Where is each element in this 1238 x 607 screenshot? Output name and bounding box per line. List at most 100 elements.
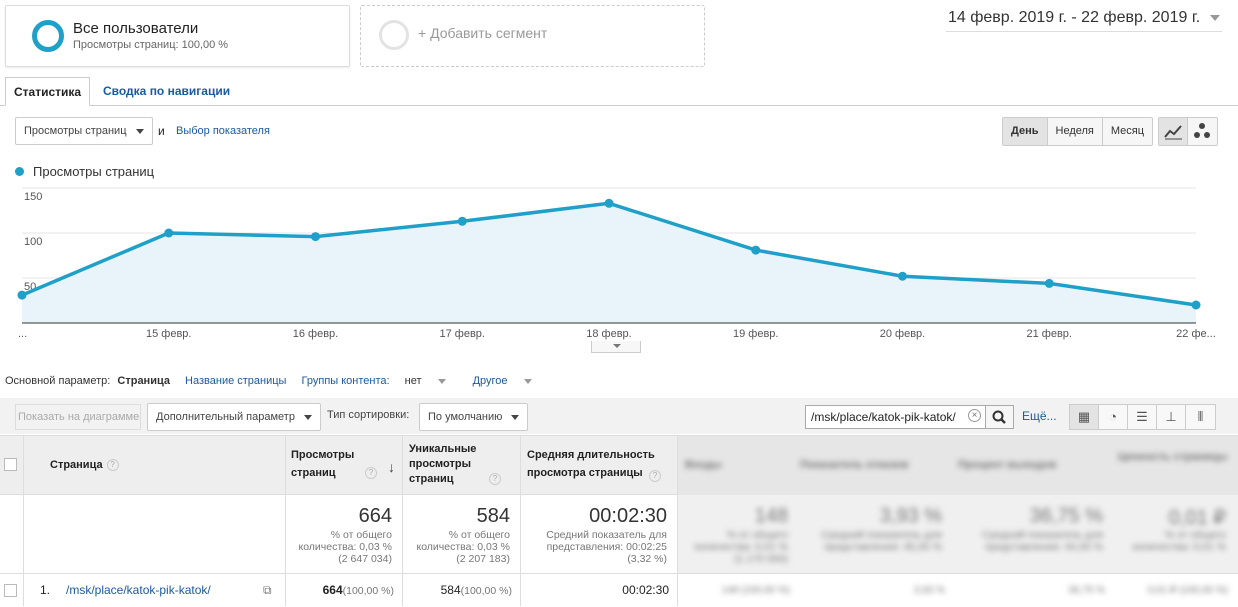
table-search-input[interactable]: /msk/place/katok-pik-katok/ [805, 405, 986, 429]
total-bounce-rate: 3,93 % [879, 505, 942, 527]
metric-dropdown[interactable]: Просмотры страниц [15, 117, 153, 145]
data-point[interactable] [164, 228, 174, 238]
more-link[interactable]: Ещё... [1022, 409, 1057, 423]
data-point[interactable] [898, 271, 907, 281]
segment-all-users[interactable]: Все пользователи Просмотры страниц: 100,… [5, 5, 350, 67]
pivot-view-icon[interactable]: ⦀ [1186, 405, 1215, 429]
total-avg-time: 00:02:30 [589, 505, 667, 527]
primary-dimension-label: Основной параметр: [5, 375, 111, 387]
data-point[interactable] [751, 245, 761, 255]
row-pageviews-pct: (100,00 %) [342, 585, 394, 597]
chevron-down-icon [1210, 14, 1221, 21]
dimension-other-label: Другое [472, 375, 508, 387]
secondary-dimension-dropdown[interactable]: Дополнительный параметр [147, 403, 321, 431]
row-exit-rate: 36,75 % [1068, 585, 1105, 596]
motion-chart-icon[interactable] [1188, 118, 1217, 145]
dimension-other[interactable]: Другое [473, 375, 544, 387]
tab-navigation-summary[interactable]: Сводка по навигации [103, 84, 231, 98]
comparison-view-icon[interactable]: ⊥ [1157, 405, 1186, 429]
search-input-value: /msk/place/katok-pik-katok/ [811, 410, 956, 424]
total-unique-sub: % от общего количества: 0,03 % (2 207 18… [416, 529, 510, 565]
plot-rows-button[interactable]: Показать на диаграмме [15, 404, 141, 430]
totals-row: 664 % от общего количества: 0,03 % (2 64… [0, 495, 1238, 574]
line-chart-icon[interactable] [1159, 118, 1188, 145]
and-label: и [158, 124, 165, 138]
blurred-header-area [678, 436, 1238, 495]
data-point[interactable] [1191, 300, 1201, 310]
clear-search-icon[interactable]: × [968, 409, 981, 422]
help-icon: ? [649, 470, 661, 482]
period-day-button[interactable]: День [1003, 118, 1048, 145]
pie-view-icon[interactable]: ◔ [1099, 405, 1128, 429]
data-point[interactable] [17, 290, 27, 300]
table-view-icon[interactable]: ▦ [1070, 405, 1099, 429]
choose-metric-link[interactable]: Выбор показателя [176, 125, 270, 137]
total-page-value: 0,01 ₽ [1168, 507, 1226, 529]
col-page[interactable]: Страница? [50, 456, 119, 515]
sort-type-label: Тип сортировки: [327, 409, 410, 421]
total-page-value-sub: % от общего количества: 0,01 % [1132, 529, 1226, 553]
col-pageviews[interactable]: Просмотры страниц? ↓ [291, 446, 401, 505]
date-range-picker[interactable]: 14 февр. 2019 г. - 22 февр. 2019 г. [948, 9, 1221, 27]
total-bounce-rate-sub: Средний показатель для представления: 45… [821, 529, 942, 553]
x-tick-label: 21 февр. [1026, 328, 1072, 340]
dimension-page[interactable]: Страница [117, 375, 170, 387]
total-entrances-sub: % от общего количества: 0,01 % (1 170 00… [694, 529, 788, 565]
dimension-content-groups[interactable]: Группы контента: нет [302, 375, 458, 387]
chevron-down-icon [304, 415, 312, 420]
help-icon: ? [489, 473, 501, 486]
col-exit-rate: Процент выходов [958, 459, 1057, 471]
chevron-down-icon [136, 129, 144, 134]
total-avg-time-sub: Средний показатель для представления: 00… [546, 529, 667, 565]
row-page-link[interactable]: /msk/place/katok-pik-katok/ [66, 583, 211, 597]
segment-subtitle: Просмотры страниц: 100,00 % [73, 39, 229, 51]
col-divider [402, 436, 403, 606]
series-area [22, 203, 1196, 323]
col-avg-time[interactable]: Средняя длительность просмотра страницы? [527, 446, 672, 505]
legend-label: Просмотры страниц [33, 164, 155, 179]
data-point[interactable] [1044, 278, 1054, 288]
x-tick-label: 18 февр. [586, 328, 632, 340]
search-button[interactable] [985, 405, 1014, 429]
x-tick-label: 20 февр. [879, 328, 926, 340]
performance-view-icon[interactable]: ☰ [1128, 405, 1157, 429]
data-point[interactable] [604, 198, 614, 208]
sort-type-dropdown[interactable]: По умолчанию [419, 403, 528, 431]
col-divider [677, 436, 678, 606]
row-entrances: 148 (100,00 %) [721, 585, 790, 596]
x-tick-label: 22 фе... [1176, 328, 1216, 340]
col-unique-label: Уникальные просмотры страниц [409, 443, 477, 485]
content-groups-label: Группы контента: [301, 375, 390, 387]
select-all-checkbox[interactable] [4, 458, 17, 471]
add-segment-button[interactable]: + Добавить сегмент [360, 5, 705, 67]
data-point[interactable] [311, 232, 320, 242]
col-pageviews-label: Просмотры страниц [291, 449, 355, 479]
add-segment-label: + Добавить сегмент [418, 25, 548, 41]
tab-statistics[interactable]: Статистика [5, 77, 91, 106]
col-unique-pageviews[interactable]: Уникальные просмотры страниц? [409, 442, 517, 501]
col-divider [520, 436, 521, 606]
data-point[interactable] [457, 216, 467, 226]
chart-collapse-toggle[interactable] [591, 341, 641, 353]
x-tick-label: 17 февр. [439, 328, 485, 340]
open-page-icon[interactable]: ⧉ [263, 583, 272, 597]
search-icon [992, 410, 1006, 424]
col-divider [23, 436, 24, 606]
period-month-button[interactable]: Месяц [1110, 125, 1145, 137]
dimension-page-title[interactable]: Название страницы [185, 375, 287, 387]
row-pageviews-value: 664 [322, 583, 343, 597]
period-week-button[interactable]: Неделя [1048, 118, 1103, 145]
y-tick-150: 150 [24, 191, 43, 203]
col-page-value: Ценность страницы [1118, 451, 1228, 463]
row-bounce-rate: 3,93 % [913, 585, 945, 596]
table-view-buttons: ▦ ◔ ☰ ⊥ ⦀ [1069, 404, 1216, 430]
row-checkbox[interactable] [4, 584, 17, 597]
col-divider [285, 436, 286, 606]
secondary-dimension-label: Дополнительный параметр [156, 411, 295, 423]
x-tick-label: 15 февр. [146, 328, 192, 340]
help-icon: ? [365, 467, 377, 480]
x-tick-label: 19 февр. [733, 328, 779, 340]
y-tick-100: 100 [24, 236, 43, 248]
row-unique: 584(100,00 %) [407, 575, 512, 606]
chevron-down-icon [437, 378, 446, 384]
